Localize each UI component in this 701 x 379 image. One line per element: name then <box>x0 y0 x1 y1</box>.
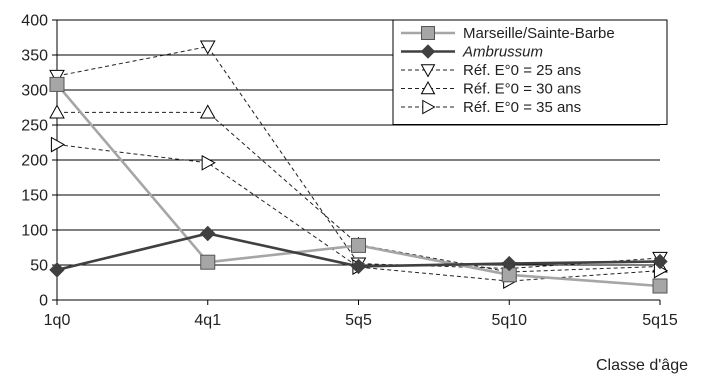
legend-marker-ref-e-0-30-ans <box>420 80 436 95</box>
y-tick-label: 350 <box>21 48 48 65</box>
y-tick-label: 100 <box>21 223 48 240</box>
axes: 0 50 100 150 200 250 300 350 400 1q0 4q1 5q5 5q10 5q1… <box>21 13 678 330</box>
grid-lines <box>57 19 660 266</box>
data-point-ref-e-0-30-ans <box>199 104 216 119</box>
x-tick-label: 1q0 <box>44 312 71 329</box>
x-tick-label: 4q1 <box>194 312 221 329</box>
data-point-marseille-sainte-barbe <box>652 278 668 294</box>
data-point-ref-e-0-35-ans <box>50 136 66 153</box>
y-tick-label: 150 <box>21 188 48 205</box>
data-point-ambrussum <box>652 253 668 270</box>
data-point-ambrussum <box>49 262 65 278</box>
legend-marker-marseille-sainte-barbe <box>421 26 435 40</box>
y-tick-label: 250 <box>21 118 48 135</box>
legend-label-ref-e-0-35-ans: Réf. E°0 = 35 ans <box>463 99 581 116</box>
data-point-ambrussum <box>350 258 367 275</box>
legend-label-ref-e-0-30-ans: Réf. E°0 = 30 ans <box>463 81 581 98</box>
legend-marker-ref-e-0-35-ans <box>422 99 436 115</box>
x-axis-title: Classe d'âge <box>596 357 688 374</box>
y-tick-label: 300 <box>21 83 48 100</box>
series-markers <box>49 40 669 294</box>
y-tick-label: 400 <box>21 13 48 30</box>
data-point-ref-e-0-30-ans <box>49 104 65 119</box>
legend-label-ref-e-0-25-ans: Réf. E°0 = 25 ans <box>463 62 581 79</box>
legend-marker-ref-e-0-25-ans <box>420 64 436 78</box>
x-tick-label: 5q5 <box>345 312 372 329</box>
x-tick-label: 5q10 <box>491 312 527 329</box>
data-point-ambrussum <box>200 225 216 242</box>
legend-label-marseille-sainte-barbe: Marseille/Sainte-Barbe <box>463 25 615 42</box>
data-point-marseille-sainte-barbe <box>351 237 366 253</box>
series-line-ref-e-0-25-ans <box>56 46 661 270</box>
data-point-ref-e-0-25-ans <box>49 69 65 85</box>
data-point-marseille-sainte-barbe <box>49 76 65 92</box>
data-point-marseille-sainte-barbe <box>200 254 216 270</box>
data-point-ref-e-0-25-ans <box>199 40 216 55</box>
series-line-ref-e-0-35-ans <box>56 144 661 282</box>
data-point-ref-e-0-35-ans <box>201 154 216 171</box>
y-tick-label: 50 <box>30 258 48 275</box>
y-tick-label: 0 <box>39 293 48 310</box>
data-point-ambrussum <box>501 255 517 272</box>
legend-marker-ambrussum <box>420 44 436 59</box>
legend-label-ambrussum: Ambrussum <box>462 44 543 61</box>
y-tick-label: 200 <box>21 153 48 170</box>
x-tick-label: 5q15 <box>642 312 678 329</box>
